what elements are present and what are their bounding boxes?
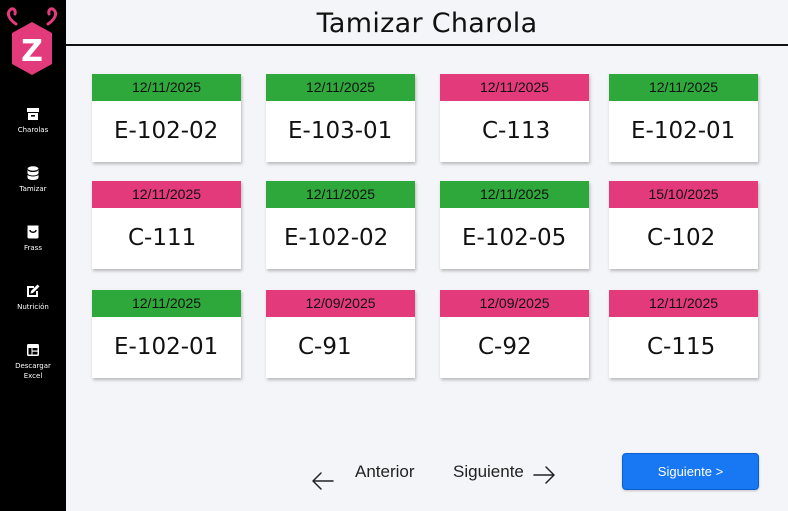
tray-date: 12/11/2025 <box>92 290 241 317</box>
page-title: Tamizar Charola <box>316 8 538 39</box>
header-divider <box>66 44 788 46</box>
tray-date: 12/11/2025 <box>266 181 415 208</box>
tray-date: 12/11/2025 <box>266 74 415 101</box>
tray-code: E-102-02 <box>114 118 219 144</box>
archive-icon <box>27 108 39 120</box>
tray-card[interactable]: 12/11/2025 C-115 <box>609 290 758 378</box>
tray-date: 12/09/2025 <box>266 290 415 317</box>
tray-card[interactable]: 12/11/2025 E-102-01 <box>609 74 758 162</box>
next-page-link[interactable]: Siguiente <box>453 462 524 481</box>
tray-date: 15/10/2025 <box>609 181 758 208</box>
zapp-logo-icon[interactable]: Z <box>4 6 60 76</box>
tray-code: E-102-01 <box>631 118 736 144</box>
sidebar-item-label: Descargar Excel <box>15 362 51 380</box>
tray-date: 12/11/2025 <box>609 74 758 101</box>
tray-date: 12/11/2025 <box>609 290 758 317</box>
tray-code: C-115 <box>647 334 716 360</box>
page-header: Tamizar Charola <box>66 0 788 46</box>
tray-code: E-102-01 <box>114 334 219 360</box>
sidebar-item-charolas[interactable]: Charolas <box>0 106 66 135</box>
tray-code: E-103-01 <box>288 118 393 144</box>
sidebar: Z Charolas Tamizar Frass Nutrición <box>0 0 66 511</box>
tray-card[interactable]: 12/11/2025 C-113 <box>440 74 589 162</box>
edit-icon <box>27 284 40 297</box>
database-icon <box>27 166 39 180</box>
tray-date: 12/11/2025 <box>440 74 589 101</box>
next-button[interactable]: Siguiente > <box>622 453 759 490</box>
previous-page-link[interactable]: Anterior <box>355 462 415 481</box>
logo-letter: Z <box>21 34 43 69</box>
sidebar-item-frass[interactable]: Frass <box>0 224 66 253</box>
sidebar-item-label: Tamizar <box>19 185 47 193</box>
sidebar-item-label: Frass <box>24 244 42 252</box>
tray-code: C-92 <box>478 334 532 360</box>
tray-code: C-102 <box>647 225 716 251</box>
tray-card[interactable]: 12/11/2025 E-102-02 <box>92 74 241 162</box>
sidebar-item-nutricion[interactable]: Nutrición <box>0 283 66 312</box>
tray-code: C-111 <box>128 225 197 251</box>
tray-date: 12/11/2025 <box>440 181 589 208</box>
tray-date: 12/11/2025 <box>92 74 241 101</box>
arrow-left-icon[interactable] <box>311 470 335 492</box>
tray-card[interactable]: 12/11/2025 E-102-01 <box>92 290 241 378</box>
tray-code: E-102-05 <box>462 225 567 251</box>
bag-icon <box>27 225 39 239</box>
tray-card[interactable]: 12/11/2025 E-102-05 <box>440 181 589 269</box>
tray-card[interactable]: 12/09/2025 C-92 <box>440 290 589 378</box>
tray-code: C-91 <box>298 334 352 360</box>
sidebar-item-label: Nutrición <box>17 303 49 311</box>
tray-date: 12/11/2025 <box>92 181 241 208</box>
arrow-right-icon[interactable] <box>532 464 556 486</box>
tray-date: 12/09/2025 <box>440 290 589 317</box>
tray-card[interactable]: 12/09/2025 C-91 <box>266 290 415 378</box>
sidebar-item-descargar-excel[interactable]: Descargar Excel <box>0 342 66 381</box>
tray-card[interactable]: 15/10/2025 C-102 <box>609 181 758 269</box>
tray-code: C-113 <box>482 118 551 144</box>
sidebar-item-tamizar[interactable]: Tamizar <box>0 165 66 194</box>
table-icon <box>27 344 39 356</box>
sidebar-item-label: Charolas <box>17 126 49 134</box>
tray-code: E-102-02 <box>284 225 389 251</box>
tray-card[interactable]: 12/11/2025 E-103-01 <box>266 74 415 162</box>
tray-card[interactable]: 12/11/2025 C-111 <box>92 181 241 269</box>
tray-card[interactable]: 12/11/2025 E-102-02 <box>266 181 415 269</box>
